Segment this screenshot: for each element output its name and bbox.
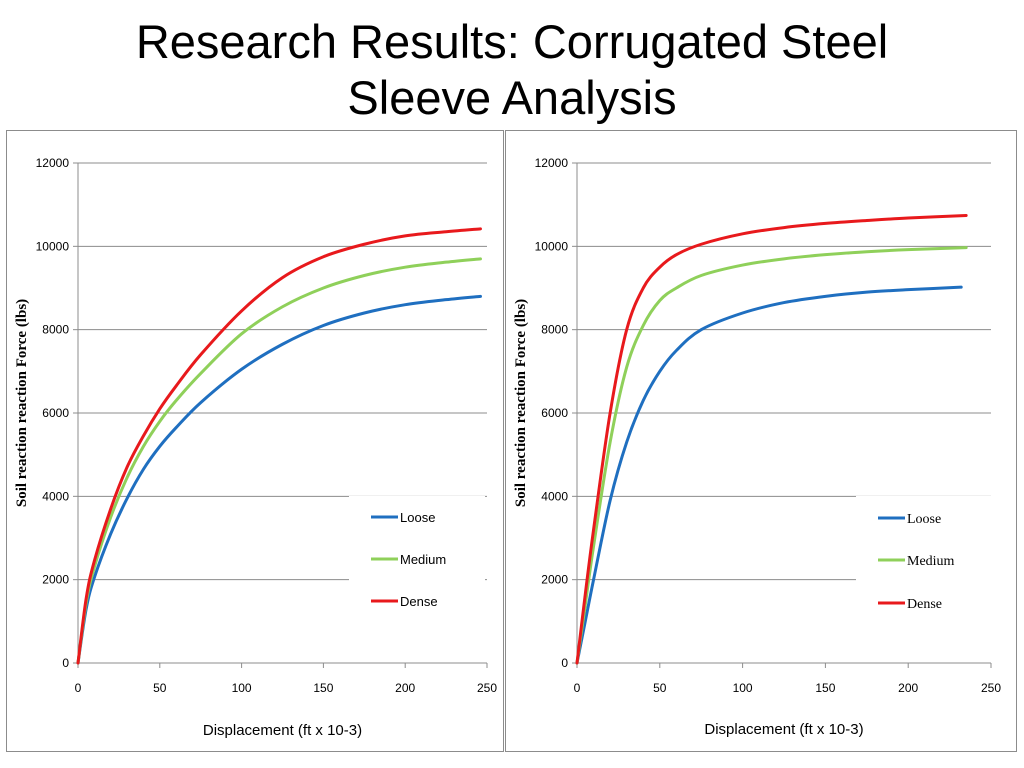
y-tick-label: 2000: [541, 573, 568, 587]
y-tick-label: 8000: [42, 323, 69, 337]
legend-label-medium: Medium: [907, 554, 955, 569]
y-axis-title: Soil reaction reaction Force (lbs): [513, 299, 529, 507]
x-tick-label: 50: [653, 681, 667, 695]
x-tick-label: 100: [733, 681, 753, 695]
y-tick-label: 0: [561, 656, 568, 670]
x-tick-label: 250: [477, 681, 497, 695]
y-tick-label: 4000: [42, 489, 69, 503]
x-tick-label: 100: [232, 681, 252, 695]
y-tick-label: 10000: [535, 239, 569, 253]
series-line-dense: [575, 214, 968, 665]
y-tick-label: 12000: [535, 156, 569, 170]
x-tick-label: 200: [395, 681, 415, 695]
y-tick-label: 2000: [42, 573, 69, 587]
y-tick-label: 10000: [36, 239, 70, 253]
x-tick-label: 200: [898, 681, 918, 695]
x-tick-label: 150: [313, 681, 333, 695]
x-tick-label: 0: [75, 681, 82, 695]
series-line-dense: [76, 227, 482, 665]
y-tick-label: 8000: [541, 323, 568, 337]
x-tick-label: 250: [981, 681, 1001, 695]
series-line-loose: [575, 285, 963, 665]
y-tick-label: 12000: [36, 156, 70, 170]
legend-label-loose: Loose: [907, 512, 941, 527]
series-line-medium: [76, 257, 482, 665]
x-tick-label: 150: [815, 681, 835, 695]
x-tick-label: 50: [153, 681, 167, 695]
chart-left-loose-medium-dense: 0 2000 4000 6000 8000 10000 12000 0 50 100 150 200 2…: [6, 130, 504, 752]
slide-title: Research Results: Corrugated Steel Sleev…: [0, 14, 1024, 126]
slide-title-line1: Research Results: Corrugated Steel: [135, 15, 889, 68]
x-axis-title: Displacement (ft x 10-3): [203, 722, 362, 739]
x-tick-label: 0: [574, 681, 581, 695]
y-tick-label: 0: [62, 656, 69, 670]
series-line-loose: [76, 294, 482, 665]
y-tick-label: 6000: [42, 406, 69, 420]
legend-label-dense: Dense: [907, 597, 942, 612]
y-tick-label: 6000: [541, 406, 568, 420]
y-tick-label: 4000: [541, 489, 568, 503]
legend-label-medium: Medium: [400, 552, 446, 567]
chart-right-loose-medium-dense: 0 2000 4000 6000 8000 10000 12000 0 50 100 150 200 2…: [505, 130, 1017, 752]
slide-title-line2: Sleeve Analysis: [347, 71, 677, 124]
chart-right-svg: 0 2000 4000 6000 8000 10000 12000 0 50 100 150 200 2…: [513, 156, 1001, 738]
y-axis-title: Soil reaction reaction Force (lbs): [14, 299, 30, 507]
series-line-medium: [575, 246, 968, 665]
x-axis-title: Displacement (ft x 10-3): [704, 721, 863, 738]
chart-left-svg: 0 2000 4000 6000 8000 10000 12000 0 50 100 150 200 2…: [14, 156, 497, 739]
legend-label-loose: Loose: [400, 510, 435, 525]
legend-label-dense: Dense: [400, 594, 438, 609]
